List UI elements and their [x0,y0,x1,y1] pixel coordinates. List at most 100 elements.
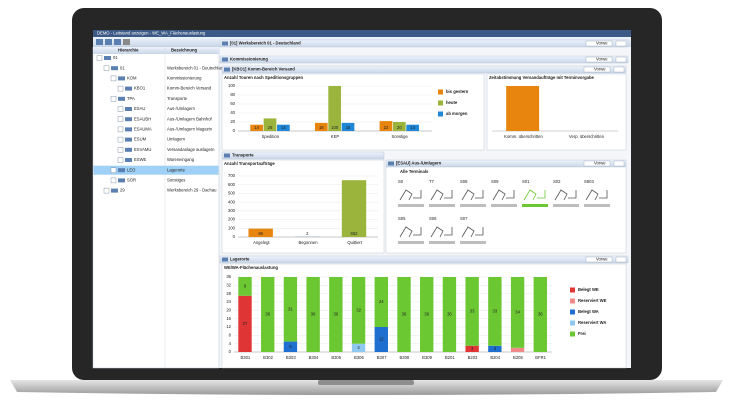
y-tick-label: 40 [230,110,235,115]
tree-row[interactable]: ESWE Wareneingang [117,157,195,163]
terminal-icon [523,189,546,201]
node-icon [111,188,118,193]
chart-title: Anzahl Touren nach Speditionsgruppen [224,75,303,80]
tree-row[interactable]: TPA Transporte [110,96,188,102]
bar [533,277,547,352]
y-tick-label: 20 [226,307,231,312]
tree-panel [92,46,220,369]
close-button[interactable] [615,40,627,47]
panel-icon [222,257,228,262]
node-label: Werksbereich 29 - Dachau [167,188,217,193]
panel-icon [224,67,230,72]
terminal-status [584,204,610,207]
close-button[interactable] [615,256,627,263]
tree-row[interactable]: ESAUMA Aus-/Umlagern Magazin [117,127,213,133]
data-label: 14 [410,125,415,130]
toolbar-icons[interactable] [96,39,130,45]
terminal-label: S06 [429,216,437,221]
legend-swatch [570,320,575,326]
y-tick-label: 0 [229,349,232,354]
tree-row[interactable]: KOM Kommissionierung [110,75,202,82]
x-tick-label: BFR1 [535,355,546,360]
panel-title: Lagerorte [230,257,250,262]
data-label: 27 [243,321,248,326]
terminal[interactable]: S06 [429,216,455,244]
bar [283,341,298,352]
checkbox [110,75,117,82]
data-label: 33 [470,308,475,313]
button[interactable] [585,56,613,63]
terminal-icon [461,189,484,201]
tree-row[interactable]: 01 Werksbereich 01 - Deutschland [103,65,226,71]
node-icon [118,178,125,183]
terminal-status [398,204,424,207]
button[interactable] [585,256,613,263]
tree-row[interactable]: ESUM Umlagern [117,137,186,143]
button[interactable] [583,66,611,73]
y-tick-label: 4 [229,341,232,346]
x-tick-label: B305 [331,355,341,360]
terminal[interactable]: S05 [398,216,424,244]
bar [351,277,366,344]
button-label: Vorwe [596,257,608,262]
button[interactable] [585,40,613,47]
data-label: 34 [515,310,520,315]
data-label: 31 [288,306,293,311]
terminal-label: S02 [553,179,561,184]
dashboard: [01] Werksbereich 01 - Deutschland Vorwe K… [219,39,629,369]
terminal-icon [399,226,422,238]
x-tick-label: Begonnen [298,240,318,245]
terminal[interactable]: S01 [522,179,548,207]
bar [510,347,525,352]
terminal[interactable]: S07 [460,216,486,244]
bar [283,277,298,342]
tree-row[interactable]: 01 [96,55,118,61]
tree-row[interactable]: LEO Lagerorte [110,167,186,173]
data-label: 33 [493,308,498,313]
terminal[interactable]: S08 [460,179,486,207]
tree-row[interactable]: ESAU Aus-/Umlagern [117,106,196,112]
tree-row[interactable]: ESAUBH Aus-/Umlagern Bahnhof [117,116,213,122]
y-tick-label: 0 [233,234,236,239]
terminal-status [553,204,579,207]
data-label: 24 [379,299,384,304]
checkbox [96,55,103,61]
x-tick-label: Angelegt [253,240,270,245]
title-bar [93,30,631,37]
y-tick-label: 12 [226,324,231,329]
close-button[interactable] [615,56,627,63]
node-code: KOM [127,76,137,81]
terminal-status [460,204,486,207]
terminal-status [429,241,455,244]
node-icon [125,117,132,122]
tree-row[interactable]: SOR Sonstiges [110,178,185,184]
node-code: 01 [113,55,118,60]
x-tick-label: B307 [377,355,387,360]
tree-row[interactable]: ESVAMU Versandanlage auslagern [117,147,215,153]
terminal[interactable]: T7 [429,179,455,207]
terminal-label: S0 [398,179,404,184]
tree-row[interactable]: KBO1 Komm-Bereich Versand [117,86,212,92]
terminal[interactable]: S09 [491,179,517,207]
legend-swatch [570,331,575,337]
bar [465,345,479,352]
close-button[interactable] [613,66,625,73]
data-label: 36 [334,312,339,317]
terminal[interactable]: S0 [398,179,424,207]
x-tick-label: KEP [331,134,340,139]
terminal[interactable]: S803 [584,179,610,207]
legend-swatch [438,100,443,106]
data-label: 5 [289,344,292,349]
x-tick-label: Quittiert [347,240,362,245]
panel-icon [388,161,394,166]
close-button[interactable] [613,160,625,167]
panel-header [219,55,629,64]
x-tick-label: B201 [445,355,455,360]
terminal[interactable]: S02 [553,179,579,207]
y-tick-label: 600 [228,182,236,187]
button[interactable] [583,160,611,167]
bar [510,277,525,348]
tree-row[interactable]: 29 Werksbereich 29 - Dachau [103,188,217,194]
x-tick-label: Sonstige [392,134,409,139]
